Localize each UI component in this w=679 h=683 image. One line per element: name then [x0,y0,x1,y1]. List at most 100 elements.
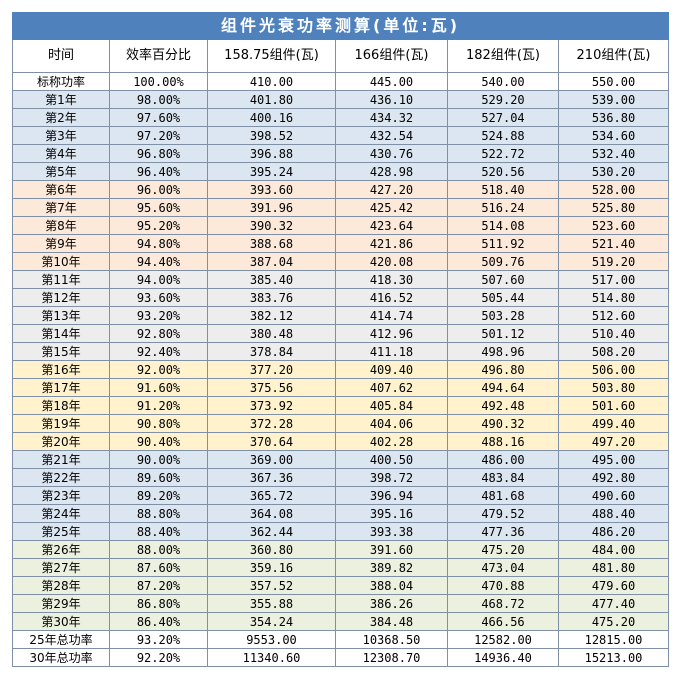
power-158-cell: 11340.60 [207,648,336,667]
power-158-cell: 410.00 [207,72,336,91]
power-166-cell: 412.96 [335,324,448,343]
power-210-cell: 15213.00 [557,648,670,667]
power-182-cell: 498.96 [447,342,559,361]
table-row: 第18年 91.20% 373.92 405.84 492.48 501.60 [12,396,670,415]
power-210-cell: 521.40 [557,234,670,253]
power-210-cell: 495.00 [557,450,670,469]
power-210-cell: 486.20 [557,522,670,541]
efficiency-cell: 100.00% [109,72,208,91]
power-166-cell: 432.54 [335,126,448,145]
power-166-cell: 400.50 [335,450,448,469]
table-row: 25年总功率 93.20% 9553.00 10368.50 12582.00 12815… [12,630,670,649]
table-row: 第12年 93.60% 383.76 416.52 505.44 514.80 [12,288,670,307]
table-title: 组件光衰功率测算(单位:瓦) [11,12,670,40]
row-label: 第27年 [12,558,110,577]
power-182-cell: 494.64 [447,378,559,397]
power-182-cell: 468.72 [447,594,559,613]
row-label: 第18年 [12,396,110,415]
power-210-cell: 475.20 [557,612,670,631]
power-210-cell: 525.80 [557,198,670,217]
efficiency-cell: 93.20% [109,306,208,325]
row-label: 第6年 [12,180,110,199]
power-182-cell: 522.72 [447,144,559,163]
row-label: 第15年 [12,342,110,361]
power-210-cell: 534.60 [557,126,670,145]
table-row: 第21年 90.00% 369.00 400.50 486.00 495.00 [12,450,670,469]
column-header-210-module: 210组件(瓦) [557,39,670,73]
row-label: 第14年 [12,324,110,343]
table-row: 第23年 89.20% 365.72 396.94 481.68 490.60 [12,486,670,505]
power-166-cell: 10368.50 [335,630,448,649]
power-210-cell: 497.20 [557,432,670,451]
efficiency-cell: 92.00% [109,360,208,379]
row-label: 第29年 [12,594,110,613]
power-158-cell: 383.76 [207,288,336,307]
power-166-cell: 418.30 [335,270,448,289]
power-158-cell: 398.52 [207,126,336,145]
efficiency-cell: 96.00% [109,180,208,199]
row-label: 第3年 [12,126,110,145]
row-label: 第24年 [12,504,110,523]
power-166-cell: 428.98 [335,162,448,181]
power-158-cell: 393.60 [207,180,336,199]
power-158-cell: 365.72 [207,486,336,505]
efficiency-cell: 89.20% [109,486,208,505]
table-row: 第16年 92.00% 377.20 409.40 496.80 506.00 [12,360,670,379]
efficiency-cell: 93.20% [109,630,208,649]
power-158-cell: 373.92 [207,396,336,415]
power-210-cell: 523.60 [557,216,670,235]
power-166-cell: 430.76 [335,144,448,163]
power-210-cell: 532.40 [557,144,670,163]
table-row: 第1年 98.00% 401.80 436.10 529.20 539.00 [12,90,670,109]
power-166-cell: 395.16 [335,504,448,523]
power-166-cell: 12308.70 [335,648,448,667]
power-158-cell: 9553.00 [207,630,336,649]
power-210-cell: 488.40 [557,504,670,523]
title-row: 组件光衰功率测算(单位:瓦) [11,12,670,40]
efficiency-cell: 87.60% [109,558,208,577]
table-row: 第4年 96.80% 396.88 430.76 522.72 532.40 [12,144,670,163]
efficiency-cell: 97.20% [109,126,208,145]
power-210-cell: 536.80 [557,108,670,127]
power-182-cell: 492.48 [447,396,559,415]
row-label: 第1年 [12,90,110,109]
power-158-cell: 354.24 [207,612,336,631]
efficiency-cell: 91.20% [109,396,208,415]
row-label: 第13年 [12,306,110,325]
table-row: 第11年 94.00% 385.40 418.30 507.60 517.00 [12,270,670,289]
power-166-cell: 423.64 [335,216,448,235]
power-166-cell: 388.04 [335,576,448,595]
row-label: 第28年 [12,576,110,595]
power-210-cell: 503.80 [557,378,670,397]
power-decay-table: 组件光衰功率测算(单位:瓦) 时间 效率百分比 158.75组件(瓦) 166组… [11,12,670,667]
power-158-cell: 390.32 [207,216,336,235]
efficiency-cell: 88.00% [109,540,208,559]
efficiency-cell: 98.00% [109,90,208,109]
power-158-cell: 367.36 [207,468,336,487]
power-166-cell: 398.72 [335,468,448,487]
power-158-cell: 380.48 [207,324,336,343]
power-166-cell: 409.40 [335,360,448,379]
efficiency-cell: 93.60% [109,288,208,307]
power-158-cell: 396.88 [207,144,336,163]
power-182-cell: 520.56 [447,162,559,181]
efficiency-cell: 94.00% [109,270,208,289]
row-label: 第5年 [12,162,110,181]
row-label: 30年总功率 [12,648,110,667]
table-row: 第10年 94.40% 387.04 420.08 509.76 519.20 [12,252,670,271]
power-158-cell: 364.08 [207,504,336,523]
row-label: 第2年 [12,108,110,127]
power-158-cell: 388.68 [207,234,336,253]
table-row: 第20年 90.40% 370.64 402.28 488.16 497.20 [12,432,670,451]
power-182-cell: 14936.40 [447,648,559,667]
table-row: 第6年 96.00% 393.60 427.20 518.40 528.00 [12,180,670,199]
column-header-158-module: 158.75组件(瓦) [207,39,336,73]
row-label: 第25年 [12,522,110,541]
table-row: 标称功率 100.00% 410.00 445.00 540.00 550.00 [12,72,670,91]
row-label: 第23年 [12,486,110,505]
row-label: 第16年 [12,360,110,379]
row-label: 第17年 [12,378,110,397]
efficiency-cell: 94.80% [109,234,208,253]
power-166-cell: 416.52 [335,288,448,307]
efficiency-cell: 95.20% [109,216,208,235]
